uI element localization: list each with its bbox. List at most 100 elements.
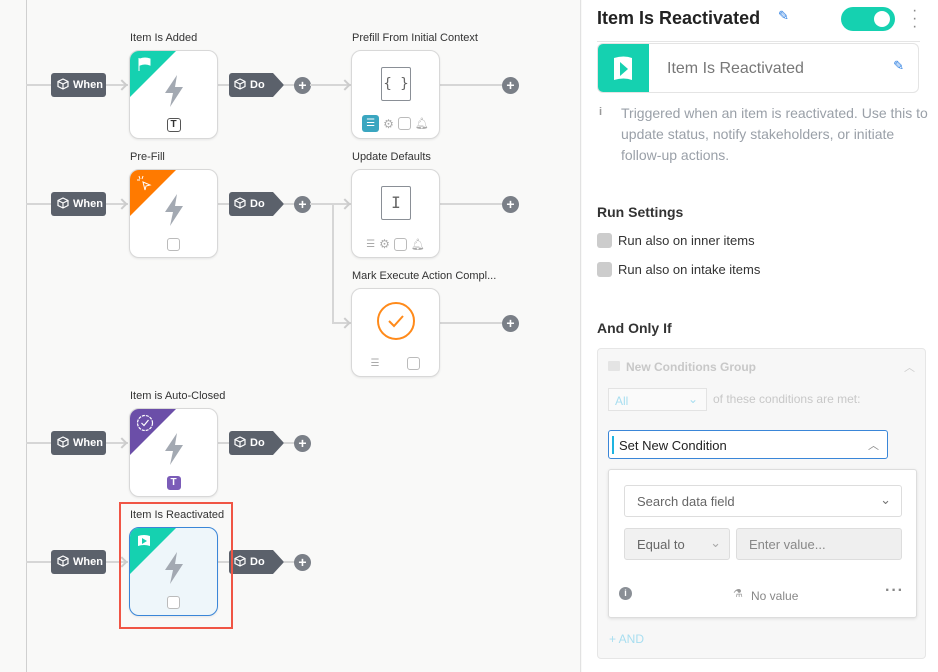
- match-value: All: [615, 394, 629, 408]
- select-checkbox[interactable]: [167, 596, 180, 609]
- match-select[interactable]: All ⌄: [608, 388, 707, 411]
- more-dots-icon[interactable]: ···: [885, 582, 904, 599]
- filter-icon[interactable]: ☰: [366, 238, 376, 250]
- connector-line: [218, 561, 230, 563]
- set-new-condition-select[interactable]: Set New Condition ︿: [608, 430, 888, 459]
- checkbox-label: Run also on intake items: [618, 262, 761, 277]
- connector-arrow: [339, 317, 351, 329]
- connector-line: [332, 322, 351, 324]
- select-checkbox[interactable]: [393, 237, 407, 251]
- connector-line: [106, 442, 128, 444]
- action-card[interactable]: { } ☰ ⚙ 🔔︎: [351, 50, 440, 139]
- connector-arrow: [116, 198, 128, 210]
- do-label: Do: [250, 437, 265, 449]
- bell-icon[interactable]: 🔔︎: [410, 238, 425, 251]
- when-label: When: [73, 556, 103, 568]
- trigger-description: Triggered when an item is reactivated. U…: [621, 105, 928, 163]
- when-label: When: [73, 437, 103, 449]
- match-suffix: of these conditions are met:: [713, 392, 861, 406]
- edit-trigger-pencil-icon[interactable]: ✎: [893, 58, 904, 73]
- condition-editor: Search data field ⌄ Equal to ⌄ Enter value…: [608, 469, 917, 618]
- do-badge[interactable]: Do: [229, 550, 284, 574]
- trigger-name-card[interactable]: Item Is Reactivated ✎: [597, 43, 919, 93]
- select-checkbox[interactable]: [167, 238, 180, 251]
- add-and-button[interactable]: + AND: [609, 632, 645, 646]
- more-options-icon[interactable]: · · ·: [912, 2, 918, 35]
- run-intake-items-checkbox[interactable]: Run also on intake items: [597, 262, 760, 277]
- connector-line: [310, 84, 351, 86]
- trigger-card[interactable]: [129, 527, 218, 616]
- gear-icon[interactable]: ⚙: [379, 237, 390, 251]
- cube-icon: [57, 196, 69, 212]
- connector-line: [106, 561, 128, 563]
- lightning-icon: [163, 433, 185, 470]
- do-badge[interactable]: Do: [229, 431, 284, 455]
- run-inner-items-checkbox[interactable]: Run also on inner items: [597, 233, 755, 248]
- add-action-button[interactable]: +: [294, 554, 311, 571]
- connector-line: [26, 84, 52, 86]
- set-condition-label: Set New Condition: [619, 438, 727, 453]
- braces-icon: { }: [381, 67, 411, 101]
- operator-select[interactable]: Equal to ⌄: [624, 528, 730, 560]
- trigger-card[interactable]: [129, 169, 218, 258]
- field-placeholder: Search data field: [637, 494, 735, 509]
- group-name[interactable]: New Conditions Group: [626, 360, 756, 374]
- chevron-up-icon[interactable]: ︿: [904, 362, 915, 374]
- checkbox-label: Run also on inner items: [618, 233, 755, 248]
- folder-icon: [608, 361, 620, 371]
- connector-line: [218, 203, 230, 205]
- do-label: Do: [250, 79, 265, 91]
- do-badge[interactable]: Do: [229, 73, 284, 97]
- edit-title-pencil-icon[interactable]: ✎: [778, 8, 789, 23]
- add-action-button[interactable]: +: [294, 196, 311, 213]
- add-next-action-button[interactable]: +: [502, 315, 519, 332]
- connector-line: [310, 203, 351, 205]
- connector-arrow: [339, 198, 351, 210]
- when-badge[interactable]: When: [51, 431, 106, 455]
- gear-icon[interactable]: ⚙: [383, 116, 394, 131]
- cursor-click-icon: [136, 175, 152, 196]
- when-badge[interactable]: When: [51, 550, 106, 574]
- action-card[interactable]: I ☰ ⚙ 🔔︎: [351, 169, 440, 258]
- trigger-title: Item is Auto-Closed: [130, 390, 226, 402]
- selection-highlight: [119, 502, 233, 629]
- select-checkbox[interactable]: [407, 357, 421, 370]
- connector-line: [218, 442, 230, 444]
- template-badge: T: [166, 476, 181, 490]
- add-action-button[interactable]: +: [294, 77, 311, 94]
- workflow-canvas[interactable]: When Do + Item Is Added T When Do + Pre-Fill When…: [0, 0, 581, 672]
- connector-line: [284, 203, 296, 205]
- when-badge[interactable]: When: [51, 73, 106, 97]
- filter-icon[interactable]: ☰: [370, 358, 380, 369]
- trigger-card[interactable]: T: [129, 50, 218, 139]
- template-badge: T: [166, 118, 181, 132]
- lightning-icon: [163, 194, 185, 231]
- action-title: Update Defaults: [352, 151, 431, 163]
- connector-line: [440, 84, 502, 86]
- conditions-group: New Conditions Group ︿ All ⌄ of these con…: [597, 348, 926, 659]
- cube-icon: [234, 554, 246, 570]
- select-checkbox[interactable]: [397, 117, 411, 130]
- enable-toggle[interactable]: [841, 7, 895, 31]
- add-action-button[interactable]: +: [294, 435, 311, 452]
- flag-play-icon: [136, 533, 152, 554]
- add-next-action-button[interactable]: +: [502, 77, 519, 94]
- connector-line: [284, 84, 296, 86]
- do-badge[interactable]: Do: [229, 192, 284, 216]
- filter-icon[interactable]: ☰: [362, 115, 380, 132]
- do-label: Do: [250, 556, 265, 568]
- when-badge[interactable]: When: [51, 192, 106, 216]
- when-label: When: [73, 79, 103, 91]
- trigger-card[interactable]: T: [129, 408, 218, 497]
- trigger-settings-panel: Item Is Reactivated ✎ · · · Item Is Reacti…: [582, 0, 938, 672]
- check-circle-icon: [136, 414, 154, 437]
- bell-icon[interactable]: 🔔︎: [414, 118, 429, 130]
- info-circle-icon[interactable]: i: [619, 587, 632, 600]
- action-card[interactable]: ☰: [351, 288, 440, 377]
- value-input[interactable]: Enter value...: [736, 528, 902, 560]
- trigger-title: Item Is Added: [130, 32, 198, 44]
- check-circle-icon: [377, 302, 415, 340]
- search-data-field-select[interactable]: Search data field ⌄: [624, 485, 902, 517]
- add-next-action-button[interactable]: +: [502, 196, 519, 213]
- info-icon: i: [599, 106, 603, 118]
